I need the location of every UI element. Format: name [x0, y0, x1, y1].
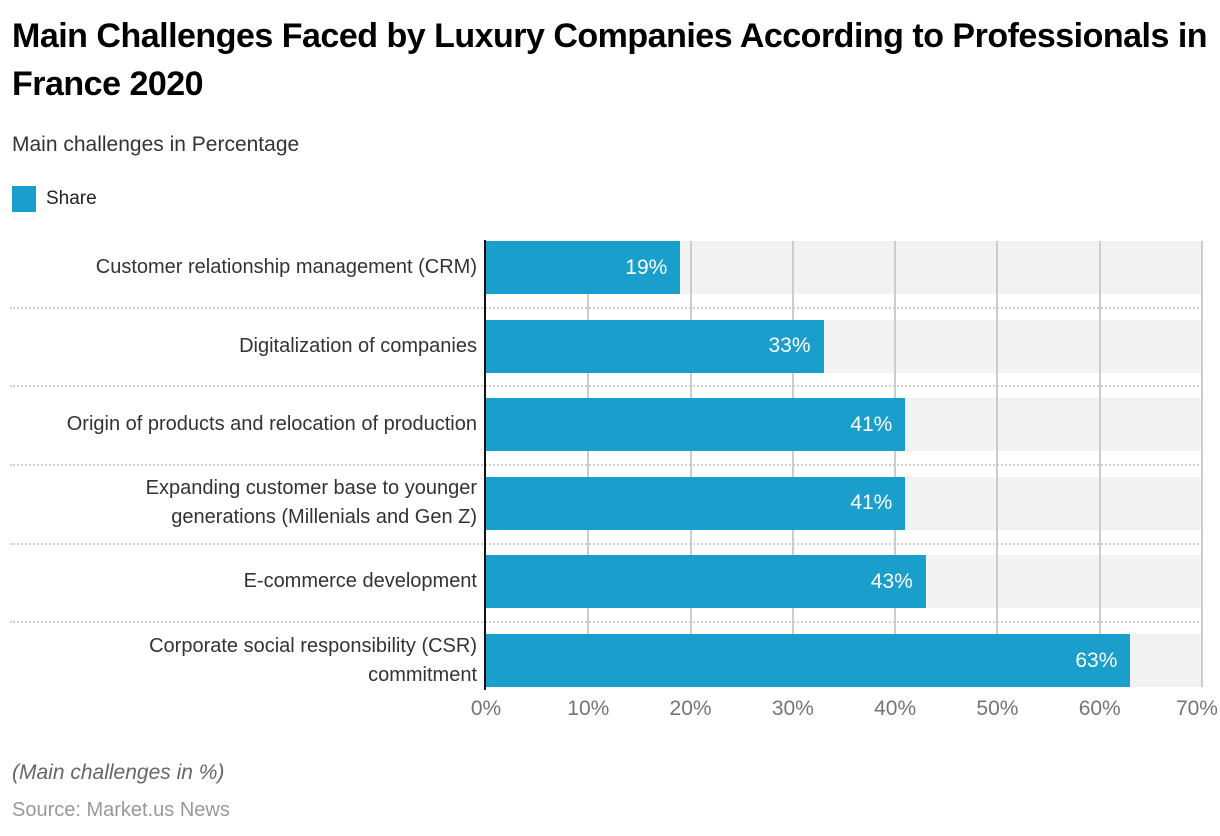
row-separator — [10, 542, 1203, 545]
bar-1: 19% — [486, 241, 681, 294]
bar-3: 41% — [486, 398, 906, 452]
x-axis-tick: 60% — [1078, 697, 1121, 720]
bar-chart: 0% 10% 20% 30% 40% 50% 60% 70% Customer relation… — [0, 240, 1220, 720]
x-axis-tick: 50% — [976, 697, 1019, 720]
gridline — [791, 241, 794, 687]
bar-track: 63% — [486, 634, 1202, 687]
legend-item-share[interactable]: Share — [12, 186, 97, 212]
bar-value-label: 19% — [625, 255, 668, 279]
y-axis-line — [484, 240, 486, 690]
gridline — [1201, 241, 1203, 687]
bar-value-label: 43% — [870, 569, 913, 593]
bar-track: 19% — [486, 241, 1202, 294]
x-axis-tick: 70% — [1175, 697, 1218, 720]
row-separator — [10, 306, 1203, 309]
gridline — [587, 241, 590, 687]
row-separator — [10, 464, 1203, 466]
chart-title: Main Challenges Faced by Luxury Companie… — [12, 17, 1208, 103]
source-text: Source: Market.us News — [12, 799, 230, 821]
bar-4: 41% — [486, 476, 906, 530]
category-label: Corporate social responsibility (CSR) co… — [149, 634, 477, 686]
category-label: Digitalization of companies — [239, 334, 477, 357]
bar-value-label: 41% — [850, 491, 893, 515]
footnote: (Main challenges in %) — [12, 761, 225, 784]
legend-label: Share — [46, 188, 97, 209]
category-label: Expanding customer base to younger gener… — [145, 477, 477, 529]
bar-value-label: 63% — [1075, 648, 1118, 672]
category-label: Origin of products and relocation of pro… — [66, 413, 477, 436]
bar-2: 33% — [486, 319, 824, 373]
x-axis-tick: 30% — [771, 697, 814, 720]
gridline — [894, 241, 897, 687]
x-axis-tick: 40% — [874, 697, 917, 720]
category-label: Customer relationship management (CRM) — [95, 256, 477, 278]
bar-track: 33% — [486, 319, 1202, 373]
bar-value-label: 33% — [768, 334, 811, 358]
bar-value-label: 41% — [850, 412, 893, 436]
x-axis-tick: 0% — [470, 697, 502, 720]
chart-subtitle: Main challenges in Percentage — [12, 133, 300, 156]
gridline — [689, 241, 692, 687]
category-label: E-commerce development — [243, 570, 477, 593]
row-separator — [10, 385, 1203, 388]
gridline — [996, 241, 999, 687]
bar-track: 41% — [486, 476, 1202, 530]
legend-swatch — [12, 186, 36, 212]
bar-5: 43% — [486, 555, 926, 609]
row-separator — [10, 621, 1203, 624]
gridline — [1098, 241, 1101, 687]
x-axis-tick: 20% — [669, 697, 712, 720]
bar-track: 43% — [486, 555, 1202, 609]
bar-track: 41% — [486, 398, 1202, 452]
bar-6: 63% — [486, 634, 1131, 687]
x-axis-tick: 10% — [567, 697, 610, 720]
